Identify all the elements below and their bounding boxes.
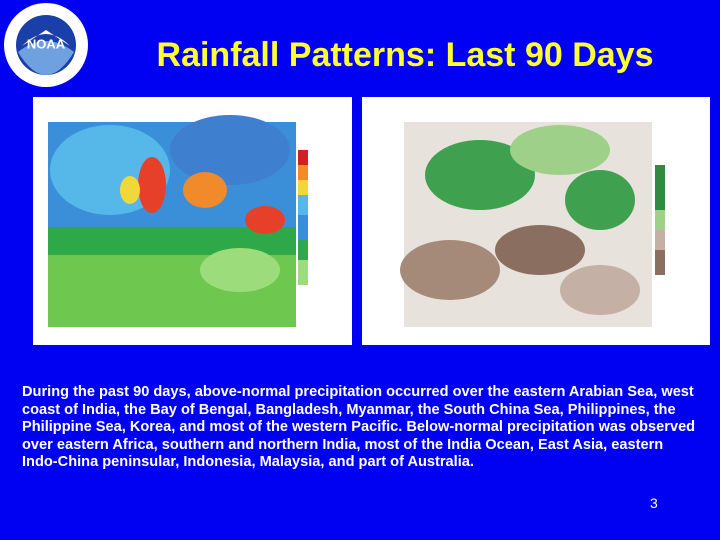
left-colorbar (298, 150, 308, 285)
logo-text: NOAA (27, 36, 66, 51)
right-map (362, 97, 710, 345)
right-colorbar (655, 165, 665, 275)
slide-title: Rainfall Patterns: Last 90 Days (156, 36, 654, 74)
noaa-logo: NOAA (4, 3, 88, 87)
page-number: 3 (650, 495, 658, 511)
body-text: During the past 90 days, above-normal pr… (22, 384, 696, 471)
left-map (33, 97, 352, 345)
